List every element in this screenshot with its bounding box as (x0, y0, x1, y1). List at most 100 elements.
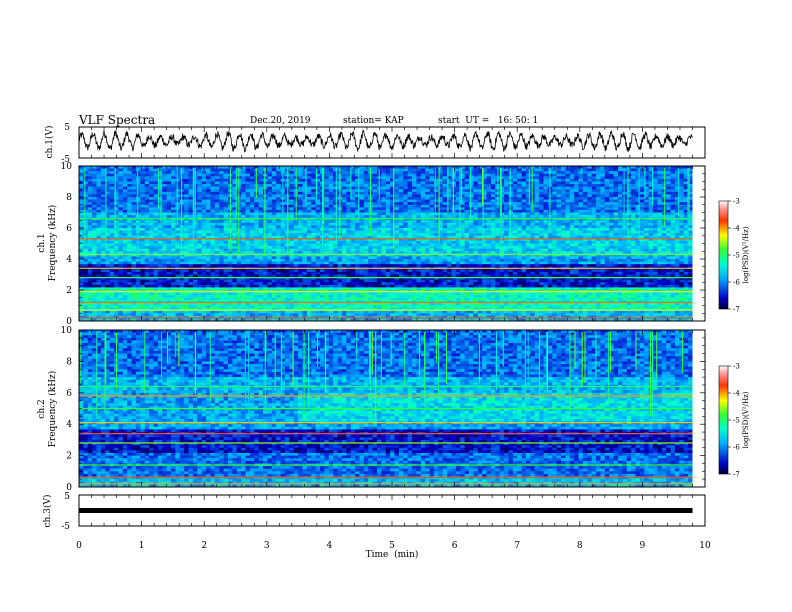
heatmap-cell (114, 184, 119, 188)
heatmap-cell (433, 166, 439, 169)
heatmap-cell (617, 176, 623, 180)
heatmap-cell (210, 178, 216, 182)
heatmap-cell (166, 207, 172, 211)
heatmap-cell (144, 199, 150, 203)
heatmap-cell (495, 222, 501, 226)
heatmap-cell (574, 173, 579, 177)
heatmap-cell (135, 171, 141, 175)
heatmap-cell (486, 215, 492, 219)
heatmap-cell (333, 222, 338, 226)
heatmap-cell (289, 194, 295, 198)
heatmap-cell (346, 171, 352, 175)
heatmap-cell (407, 168, 413, 172)
heatmap-cell (447, 222, 452, 226)
heatmap-cell (438, 230, 444, 234)
heatmap-cell (644, 186, 650, 190)
heatmap-cell (122, 246, 128, 250)
heatmap-cell (333, 168, 338, 172)
heatmap-cell (504, 253, 509, 257)
heatmap-cell (214, 220, 220, 224)
heatmap-cell (429, 209, 435, 213)
heatmap-cell (429, 204, 435, 208)
heatmap-cell (149, 209, 154, 213)
heatmap-cell (350, 248, 356, 252)
heatmap-cell (407, 225, 413, 229)
heatmap-cell (306, 184, 312, 188)
heatmap-cell (525, 202, 531, 206)
heatmap-cell (153, 168, 159, 172)
heatmap-cell (631, 235, 636, 239)
heatmap-cell (267, 189, 273, 193)
heatmap-cell (219, 240, 224, 244)
heatmap-cell (525, 189, 531, 193)
heatmap-cell (451, 212, 457, 216)
heatmap-cell (223, 209, 229, 213)
heatmap-cell (179, 246, 185, 250)
heatmap-cell (341, 176, 347, 180)
heatmap-cell (512, 207, 518, 211)
heatmap-cell (254, 166, 260, 169)
heatmap-cell (666, 197, 671, 200)
heatmap-cell (328, 233, 334, 237)
heatmap-cell (512, 238, 518, 242)
heatmap-cell (556, 222, 562, 226)
heatmap-cell (644, 191, 650, 195)
heatmap-cell (504, 215, 509, 219)
heatmap-cell (552, 251, 558, 255)
heatmap-cell (670, 191, 676, 195)
heatmap-cell (390, 197, 395, 200)
heatmap-cell (626, 184, 632, 188)
heatmap-cell (683, 166, 689, 169)
heatmap-cell (578, 173, 584, 177)
heatmap-cell (289, 215, 295, 219)
heatmap-cell (206, 171, 211, 175)
heatmap-cell (166, 222, 172, 226)
heatmap-cell (144, 222, 150, 226)
heatmap-cell (306, 171, 312, 175)
heatmap-cell (197, 202, 203, 206)
heatmap-cell (679, 243, 685, 247)
heatmap-cell (83, 246, 89, 250)
heatmap-cell (512, 184, 518, 188)
heatmap-cell (385, 204, 391, 208)
heatmap-cell (508, 235, 514, 239)
heatmap-cell (578, 171, 584, 175)
heatmap-cell (162, 246, 168, 250)
heatmap-cell (118, 171, 124, 175)
heatmap-cell (381, 251, 387, 255)
heatmap-cell (587, 225, 593, 229)
heatmap-cell (359, 235, 365, 239)
heatmap-cell (670, 189, 676, 193)
heatmap-cell (582, 212, 588, 216)
heatmap-cell (346, 225, 352, 229)
heatmap-cell (100, 171, 106, 175)
heatmap-cell (249, 204, 255, 208)
heatmap-cell (530, 181, 536, 185)
heatmap-cell (219, 251, 224, 255)
heatmap-cell (639, 209, 645, 213)
heatmap-cell (569, 235, 575, 239)
heatmap-cell (245, 246, 251, 250)
heatmap-cell (604, 248, 610, 252)
heatmap-cell (617, 204, 623, 208)
heatmap-cell (135, 199, 141, 203)
heatmap-cell (683, 230, 689, 234)
heatmap-cell (381, 243, 387, 247)
heatmap-cell (311, 194, 317, 198)
heatmap-cell (381, 181, 387, 185)
heatmap-cell (565, 222, 571, 226)
heatmap-cell (359, 251, 365, 255)
heatmap-cell (245, 225, 251, 229)
heatmap-cell (495, 225, 501, 229)
heatmap-cell (109, 207, 115, 211)
heatmap-cell (631, 251, 636, 255)
heatmap-cell (639, 251, 645, 255)
heatmap-cell (556, 225, 562, 229)
heatmap-cell (341, 220, 347, 224)
heatmap-cell (232, 207, 238, 211)
heatmap-cell (604, 220, 610, 224)
heatmap-cell (306, 186, 312, 190)
heatmap-cell (153, 189, 159, 193)
heatmap-cell (486, 228, 492, 231)
heatmap-cell (289, 176, 295, 180)
